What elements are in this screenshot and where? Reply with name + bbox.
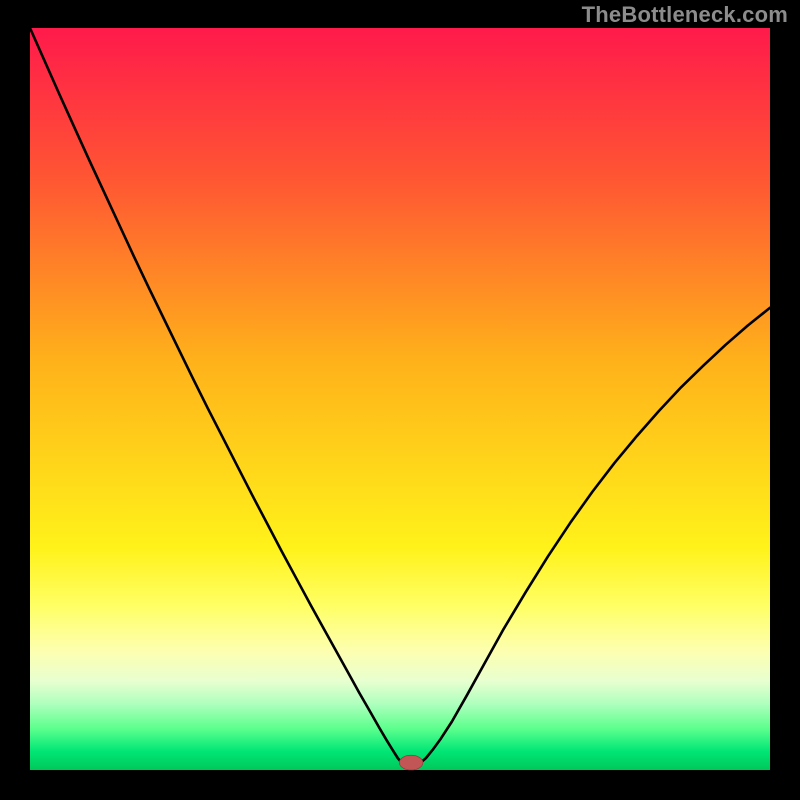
chart-container: { "watermark": { "text": "TheBottleneck.… [0, 0, 800, 800]
bottleneck-marker [399, 755, 423, 770]
plot-background [30, 28, 770, 770]
watermark: TheBottleneck.com [582, 2, 788, 28]
bottleneck-chart [0, 0, 800, 800]
